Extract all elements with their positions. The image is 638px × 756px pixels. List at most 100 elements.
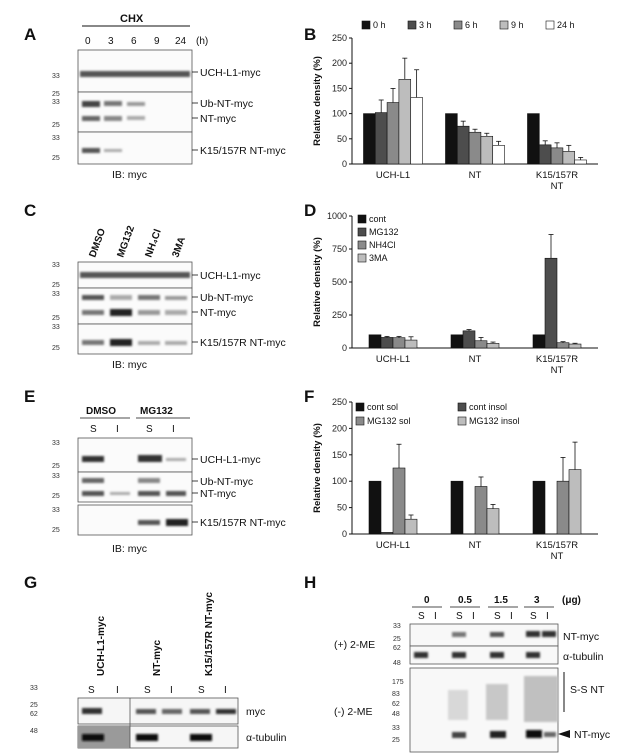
blot-c-label-uchl1: UCH-L1-myc	[200, 270, 261, 282]
chart-f-ytick-label: 150	[332, 450, 347, 460]
chart-b-legend-label-1: 3 h	[419, 20, 432, 30]
blot-g-strip-myc	[77, 697, 239, 725]
chart-b-category-label: K15/157R NT	[536, 170, 578, 192]
blot-h-cond-plus: (+) 2-ME	[334, 639, 375, 651]
chart-d-bar-1-0	[380, 337, 394, 349]
blot-h-band-ntmono-i4	[544, 732, 556, 737]
blot-h-mw-bot-33: 33	[392, 725, 400, 732]
chart-d-bar-1-2	[544, 257, 558, 349]
blot-h-dose-3: 3	[534, 595, 540, 606]
chart-b-ytick-label: 100	[332, 109, 347, 119]
blot-a-band-ub-0	[82, 101, 100, 107]
chart-f-legend-label-0: cont sol	[367, 402, 398, 412]
chart-f-legend-swatch-2	[355, 416, 365, 426]
chart-d-bar-2-2	[556, 342, 570, 349]
blot-a-unit: (h)	[196, 36, 208, 47]
blot-e-mw-33a: 33	[52, 440, 60, 447]
blot-h-lane-s2: S	[456, 611, 463, 622]
chart-f-bar-0-0	[368, 480, 382, 535]
chart-d-bar-3-0	[404, 339, 418, 349]
chart-f-bar-2-1	[474, 486, 488, 535]
chart-d-bar-3-1	[486, 343, 500, 349]
blot-h-lane-i1: I	[434, 611, 437, 622]
blot-a-band-k15-0	[82, 148, 100, 153]
chart-b-bar-4-1	[492, 145, 505, 165]
blot-c-band-ub-3ma	[165, 296, 187, 300]
chart-d-bar-0-2	[532, 334, 546, 349]
blot-h-band-ntmono-s3	[490, 731, 506, 738]
chart-d-bar-2-0	[392, 337, 406, 349]
blot-e-ib: IB: myc	[112, 543, 147, 555]
blot-e-mw-25b: 25	[52, 493, 60, 500]
blot-h-mw-top-48: 48	[393, 660, 401, 667]
blot-c-strip-3	[77, 323, 193, 355]
blot-a-time-3: 3	[108, 36, 114, 47]
blot-h-arrow-icon	[558, 730, 570, 738]
blot-c-band-nt-mg132	[110, 309, 132, 316]
chart-d-category-label: UCH-L1	[376, 354, 410, 365]
blot-a-time-0: 0	[85, 36, 91, 47]
blot-c-lane-3ma: 3MA	[170, 235, 188, 259]
blot-a-label-ub: Ub-NT-myc	[200, 98, 253, 110]
blot-e-mw-33c: 33	[52, 507, 60, 514]
blot-h-dose-0: 0	[424, 595, 430, 606]
blot-h-band-ntmono-s2	[452, 732, 466, 738]
chart-f-ytick-label: 100	[332, 476, 347, 486]
blot-g-group-nt: NT-myc	[152, 639, 163, 676]
blot-h-band-tub-s1	[414, 652, 428, 658]
blot-e-band-uchl1-s1	[82, 456, 104, 462]
blot-a-label-uchl1: UCH-L1-myc	[200, 67, 261, 79]
chart-b-bar-2-0	[386, 102, 400, 165]
chart-b-legend-swatch-3	[499, 20, 509, 30]
blot-a-mw-33b: 33	[52, 99, 60, 106]
blot-h-mw-top-25: 25	[393, 636, 401, 643]
blot-h-mw-bot-83: 83	[392, 691, 400, 698]
blot-a-ib: IB: myc	[112, 169, 147, 181]
blot-h-label-nt: NT-myc	[563, 631, 599, 643]
blot-c: DMSO MG132 NH₄Cl 3MA 33 25 33 25 33 25	[52, 224, 286, 371]
chart-b-bar-1-2	[538, 144, 552, 165]
blot-a-time-9: 9	[154, 36, 160, 47]
chart-f-legend-swatch-0	[355, 402, 365, 412]
blot-h-strip-tubulin	[409, 645, 559, 665]
blot-e-band-uchl1-s2	[138, 455, 162, 462]
chart-f-ylabel: Relative density (%)	[312, 423, 323, 513]
chart-b-ytick-label: 200	[332, 58, 347, 68]
blot-a-mw-33c: 33	[52, 135, 60, 142]
blot-e-lane-s1: S	[90, 424, 97, 435]
chart-f-legend-swatch-3	[457, 416, 467, 426]
blot-g-band-myc-s1	[82, 708, 102, 714]
blot-c-mw-33b: 33	[52, 291, 60, 298]
chart-b-bar-4-0	[410, 97, 423, 165]
chart-f-bar-0-2	[532, 480, 546, 535]
blot-h-dose-15: 1.5	[494, 595, 508, 606]
blot-e-strip-2	[77, 471, 193, 503]
chart-f-bar-2-2	[556, 480, 570, 535]
chart-b-legend-label-4: 24 h	[557, 20, 575, 30]
blot-a-mw-25b: 25	[52, 122, 60, 129]
blot-e-label-nt: NT-myc	[200, 488, 236, 500]
blot-c-mw-33c: 33	[52, 324, 60, 331]
blot-a-mw-25c: 25	[52, 155, 60, 162]
blot-a-band-nt-6	[127, 116, 145, 120]
chart-b-bar-4-2	[574, 159, 587, 165]
blot-h-lane-s4: S	[530, 611, 537, 622]
blot-g-mw-33: 33	[30, 685, 38, 692]
chart-f-legend-swatch-1	[457, 402, 467, 412]
blot-e-band-uchl1-i2	[166, 458, 186, 461]
panel-label-e: E	[24, 387, 35, 406]
chart-f-ytick-label: 200	[332, 423, 347, 433]
blot-h-band-tub-s2	[452, 652, 466, 658]
blot-c-mw-25b: 25	[52, 315, 60, 322]
chart-b-bar-0-1	[445, 113, 458, 165]
blot-g-lane-i3: I	[224, 685, 227, 696]
panel-label-a: A	[24, 25, 36, 44]
chart-f-bar-2-0	[392, 467, 406, 535]
blot-g-mw-62: 62	[30, 711, 38, 718]
chart-d-ytick-label: 250	[332, 310, 347, 320]
blot-h-lane-i2: I	[472, 611, 475, 622]
blot-e-group-mg132: MG132	[140, 406, 173, 417]
blot-h-band-tub-s4	[526, 652, 540, 658]
chart-f-ytick-label: 250	[332, 397, 347, 407]
blot-h-band-nt-s3	[490, 632, 504, 637]
